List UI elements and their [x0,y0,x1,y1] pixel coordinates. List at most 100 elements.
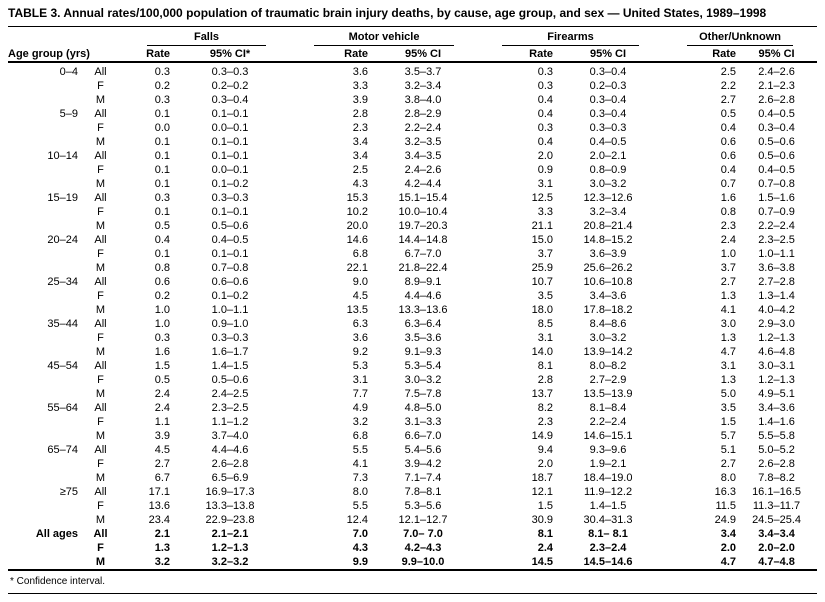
rate-cell: 3.1 [720,360,737,372]
ci-cell: 0.1–0.2 [211,290,249,302]
ci-cell: 2.2–2.4 [589,416,627,428]
rate-cell: 2.0 [537,150,554,162]
sex-cell: F [97,500,104,512]
ci-cell: 3.4–3.6 [758,402,795,414]
ci-cell: 3.5–3.7 [404,66,442,78]
table-row: M 6.7 6.5–6.9 7.3 7.1–7.4 18.7 18.4–19.0 8.0 7.8… [8,471,817,485]
ci-cell: 3.8–4.0 [404,94,442,106]
rate-cell: 0.0 [154,122,170,134]
sex-cell: F [97,458,104,470]
rate-cell: 0.3 [154,332,170,344]
rate-cell: 9.0 [352,276,369,288]
sex-cell: M [95,514,106,526]
rate-cell: 0.4 [537,108,554,120]
sex-cell: All [94,402,107,414]
ci-cell: 2.0–2.0 [758,542,795,554]
col-group-firearms-label: Firearms [502,30,640,46]
age-group-cell [8,345,78,359]
ci-cell: 2.4–2.6 [758,66,795,78]
ci-cell: 0.3–0.4 [589,66,627,78]
rate-cell: 1.0 [154,304,170,316]
table-body: 0–4 All 0.3 0.3–0.3 3.6 3.5–3.7 0.3 0.3–0.4 2.5 2… [8,62,818,570]
rate-cell: 4.5 [352,290,369,302]
ci-cell: 3.0–3.1 [758,360,795,372]
table-row: F 0.1 0.1–0.1 10.2 10.0–10.4 3.3 3.2–3.4 0.8 0.7… [8,205,817,219]
ci-cell: 5.3–5.6 [404,500,442,512]
ci-cell: 4.7–4.8 [758,556,795,568]
rate-cell: 0.6 [154,276,170,288]
age-group-cell [8,387,78,401]
age-group-column-header: Age group (yrs) [8,48,90,60]
rate-cell: 1.3 [720,332,737,344]
ci-cell: 2.0–2.1 [589,150,627,162]
col-group-other-unknown: Other/Unknown [663,27,817,46]
rate-cell: 2.5 [720,66,737,78]
col-group-falls: Falls [123,27,290,46]
ci-cell: 0.3–0.4 [211,94,249,106]
rate-cell: 1.6 [154,346,170,358]
age-group-header-spacer [8,27,123,47]
age-group-cell [8,499,78,513]
rate-cell: 9.9 [352,556,369,568]
rate-cell: 4.7 [720,346,737,358]
rate-cell: 4.3 [352,542,369,554]
rate-cell: 15.0 [531,234,554,246]
rate-cell: 3.5 [720,402,737,414]
ci-cell: 7.8–8.1 [404,486,442,498]
rate-cell: 4.1 [720,304,737,316]
age-group-cell [8,513,78,527]
ci-cell: 22.9–23.8 [205,514,255,526]
sex-cell: F [97,206,104,218]
ci-cell: 0.4–0.5 [589,136,627,148]
col-group-firearms: Firearms [478,27,663,46]
ci-cell: 0.8–0.9 [589,164,627,176]
ci-cell: 7.8–8.2 [758,472,795,484]
ci-cell: 1.0–1.1 [211,304,249,316]
rate-cell: 0.4 [537,136,554,148]
ci-cell: 0.3–0.3 [589,122,627,134]
table-row: F 13.6 13.3–13.8 5.5 5.3–5.6 1.5 1.4–1.5 11.5 11… [8,499,817,513]
sex-cell: F [97,80,104,92]
ci-cell: 1.3–1.4 [758,290,795,302]
rate-cell: 6.8 [352,248,369,260]
ci-cell: 2.2–2.4 [404,122,442,134]
ci-cell: 0.9–1.0 [211,318,249,330]
table-row: M 1.6 1.6–1.7 9.2 9.1–9.3 14.0 13.9–14.2 4.7 4.6… [8,345,817,359]
ci-cell: 2.6–2.8 [758,458,795,470]
sex-cell: M [95,304,106,316]
age-group-cell [8,261,78,275]
ci-cell: 13.9–14.2 [583,346,633,358]
age-group-cell [8,457,78,471]
age-group-cell: 35–44 [47,318,78,330]
sex-cell: F [97,542,104,554]
ci-cell: 8.4–8.6 [589,318,627,330]
rate-cell: 0.7 [720,178,737,190]
table-title: TABLE 3. Annual rates/100,000 population… [8,6,767,20]
rate-cell: 10.7 [531,276,554,288]
sex-cell: M [95,430,106,442]
ci-cell: 0.5–0.6 [758,136,795,148]
rate-cell: 3.4 [352,150,369,162]
sex-cell: F [97,164,104,176]
rate-cell: 13.5 [346,304,369,316]
ci-cell: 3.6–3.9 [589,248,627,260]
rate-cell: 0.1 [154,108,170,120]
rate-cell: 3.7 [537,248,554,260]
age-group-cell [8,177,78,191]
rate-cell: 2.0 [537,458,554,470]
rate-cell: 2.3 [720,220,737,232]
ci-cell: 9.1–9.3 [404,346,442,358]
ci-cell: 1.5–1.6 [758,192,795,204]
ci-cell: 1.1–1.2 [211,416,249,428]
ci-cell: 16.9–17.3 [205,486,255,498]
ci-cell: 1.2–1.3 [211,542,249,554]
ci-cell: 4.2–4.4 [404,178,442,190]
age-group-cell [8,541,78,555]
ci-cell: 4.6–4.8 [758,346,795,358]
ci-cell: 0.3–0.4 [589,94,627,106]
rate-cell: 1.6 [720,192,737,204]
age-group-cell [8,93,78,107]
rate-cell: 1.1 [154,416,170,428]
sex-cell: All [94,108,107,120]
col-group-motor-vehicle-label: Motor vehicle [314,30,455,46]
